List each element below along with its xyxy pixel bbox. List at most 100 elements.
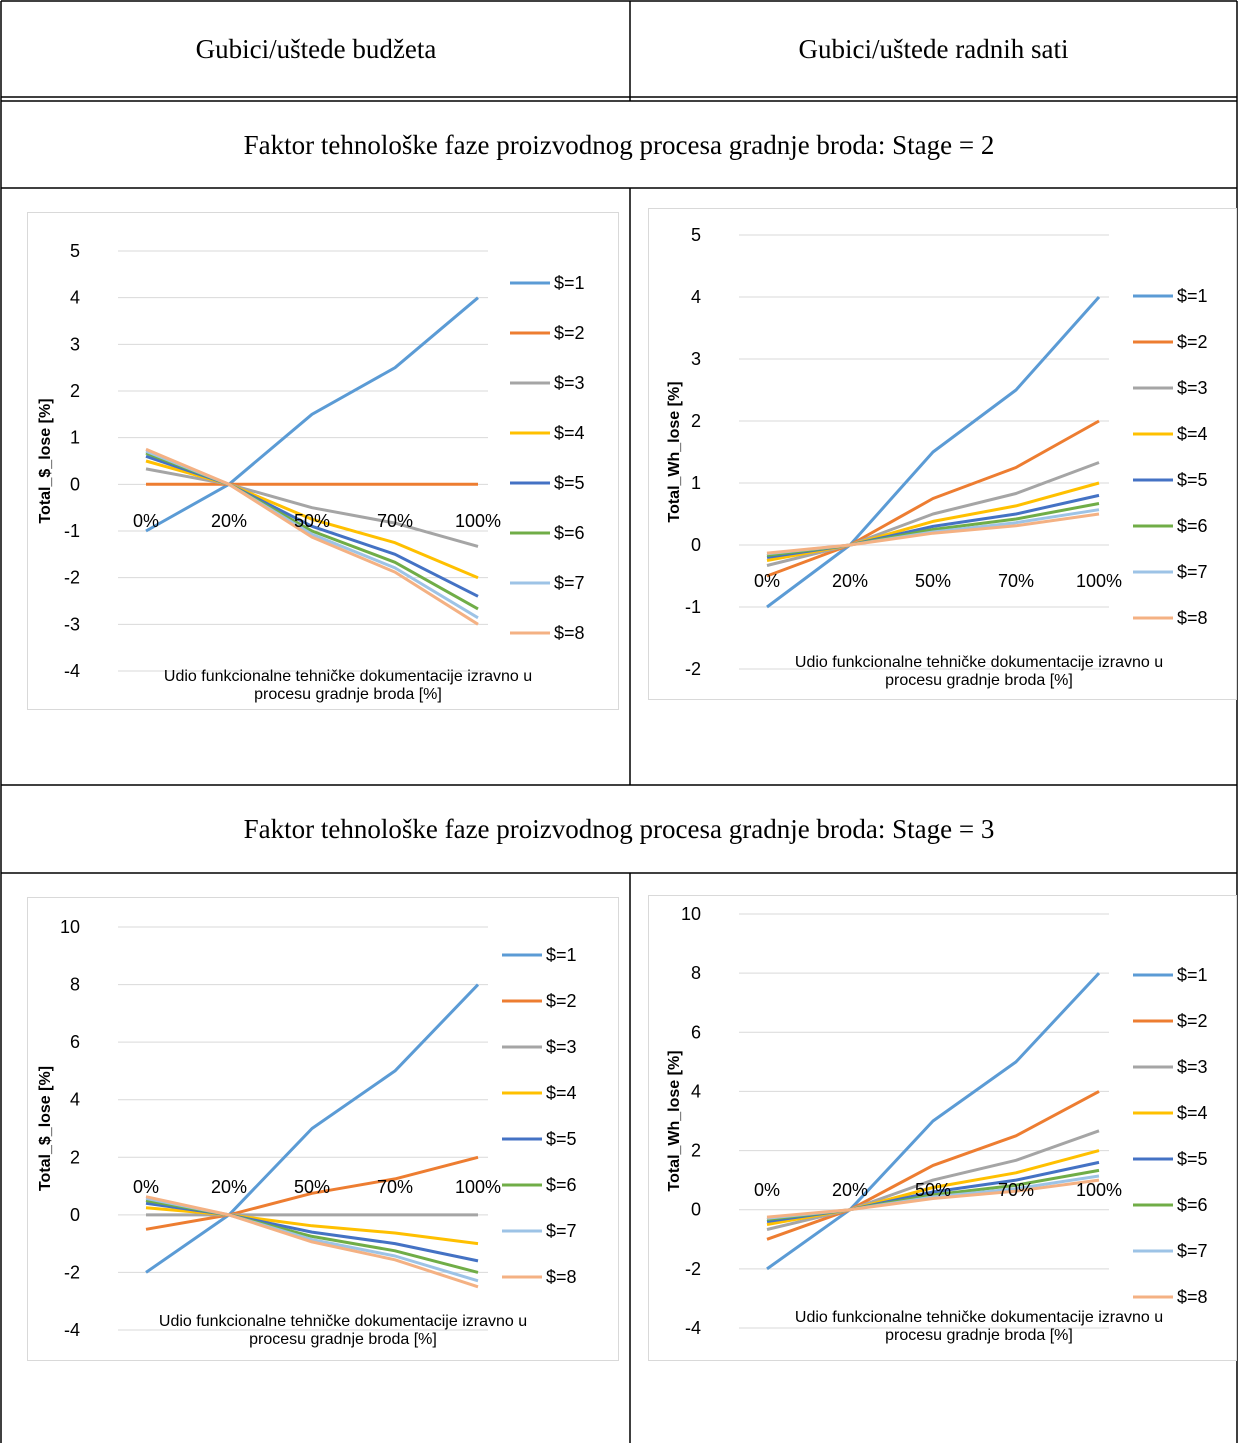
y-tick-label: 0: [70, 1205, 80, 1225]
x-tick-label: 50%: [294, 1177, 330, 1197]
legend-label: $=3: [1177, 1057, 1208, 1077]
y-tick-label: 8: [691, 963, 701, 983]
series-line: [145, 447, 479, 626]
x-tick-label: 20%: [832, 571, 868, 591]
legend-label: $=5: [1177, 1149, 1208, 1169]
x-axis-title-line1: Udio funkcionalne tehničke dokumentacije…: [164, 668, 532, 685]
y-tick-label: 10: [681, 904, 701, 924]
legend-label: $=6: [1177, 1195, 1208, 1215]
y-axis-title: Total_Wh_lose [%]: [666, 1050, 683, 1191]
x-axis-title-line2: procesu gradnje broda [%]: [254, 686, 442, 703]
y-tick-label: 3: [691, 349, 701, 369]
x-tick-label: 100%: [1076, 1180, 1122, 1200]
column-header-work-hours: Gubici/uštede radnih sati: [798, 34, 1069, 64]
legend-label: $=8: [1177, 608, 1208, 628]
legend-label: $=6: [1177, 516, 1208, 536]
column-header-budget: Gubici/uštede budžeta: [195, 34, 437, 64]
y-tick-label: -4: [64, 1320, 80, 1340]
y-axis-title: Total_$_lose [%]: [37, 1066, 54, 1191]
series-line: [145, 296, 479, 533]
legend-label: $=7: [546, 1221, 577, 1241]
legend-label: $=8: [1177, 1287, 1208, 1307]
stage3-title: Faktor tehnološke faze proizvodnog proce…: [243, 814, 995, 844]
chart-svg: 5 4 3 2 1 0 -1 -2 -3 -4 Total_$_lose [%] 0% 20% 50% 70…: [37, 241, 585, 703]
legend-label: $=8: [554, 623, 585, 643]
x-tick-label: 50%: [915, 1180, 951, 1200]
y-axis-title: Total_Wh_lose [%]: [666, 381, 683, 522]
stage2-title: Faktor tehnološke faze proizvodnog proce…: [243, 129, 995, 160]
y-tick-label: 0: [70, 474, 80, 494]
series-line: [145, 467, 479, 548]
series-line: [145, 1195, 479, 1289]
y-tick-label: 5: [70, 241, 80, 261]
y-tick-label: -2: [685, 1259, 701, 1279]
y-tick-label: -4: [64, 661, 80, 681]
legend-label: $=7: [1177, 1241, 1208, 1261]
y-tick-label: 2: [70, 381, 80, 401]
x-axis-title-line2: procesu gradnje broda [%]: [885, 1327, 1073, 1344]
series-line: [766, 972, 1101, 1271]
series-line: [145, 1155, 479, 1231]
legend-label: $=8: [546, 1267, 577, 1287]
y-tick-label: 0: [691, 535, 701, 555]
chart-stage3-work-hours: 10 8 6 4 2 0 -2 -4 Total_Wh_lose [%] 0% 20% 50% 70% 1…: [648, 895, 1237, 1361]
series-line: [766, 1090, 1100, 1241]
legend-label: $=3: [1177, 378, 1208, 398]
y-tick-label: 3: [70, 334, 80, 354]
y-tick-label: -1: [64, 521, 80, 541]
y-tick-label: 2: [691, 1141, 701, 1161]
legend-label: $=7: [1177, 562, 1208, 582]
chart-svg: 10 8 6 4 2 0 -2 -4 Total_$_lose [%] 0% 20% 50% 70% 10…: [37, 917, 577, 1348]
x-tick-label: 100%: [455, 1177, 501, 1197]
legend-label: $=4: [1177, 424, 1208, 444]
x-tick-label: 20%: [211, 511, 247, 531]
legend-label: $=1: [554, 273, 585, 293]
x-tick-label: 70%: [377, 1177, 413, 1197]
legend-label: $=5: [1177, 470, 1208, 490]
legend-label: $=3: [546, 1037, 577, 1057]
y-tick-label: -3: [64, 614, 80, 634]
y-tick-label: 4: [691, 287, 701, 307]
y-tick-label: 10: [60, 917, 80, 937]
y-tick-label: -4: [685, 1318, 701, 1338]
x-tick-label: 100%: [1076, 571, 1122, 591]
legend-label: $=5: [554, 473, 585, 493]
x-axis-title-line1: Udio funkcionalne tehničke dokumentacije…: [159, 1313, 527, 1330]
y-tick-label: 8: [70, 975, 80, 995]
legend-label: $=1: [1177, 286, 1208, 306]
y-axis-title: Total_$_lose [%]: [37, 398, 54, 523]
series-line: [145, 983, 480, 1274]
legend-label: $=6: [546, 1175, 577, 1195]
y-tick-label: 4: [70, 1090, 80, 1110]
y-tick-label: 0: [691, 1200, 701, 1220]
y-tick-label: -2: [64, 568, 80, 588]
x-tick-label: 70%: [998, 1180, 1034, 1200]
chart-svg: 10 8 6 4 2 0 -2 -4 Total_Wh_lose [%] 0% 20% 50% 70% 1…: [666, 904, 1208, 1344]
chart-stage2-work-hours: 5 4 3 2 1 0 -1 -2 Total_Wh_lose [%] 0% 20% 50% 70% 10…: [648, 208, 1237, 700]
legend-label: $=4: [546, 1083, 577, 1103]
series-line: [766, 1129, 1100, 1231]
y-tick-label: 1: [691, 473, 701, 493]
x-tick-label: 0%: [754, 571, 780, 591]
series-line: [766, 419, 1100, 578]
y-tick-label: 2: [691, 411, 701, 431]
x-tick-label: 20%: [211, 1177, 247, 1197]
legend-label: $=6: [554, 523, 585, 543]
y-tick-label: 4: [70, 288, 80, 308]
chart-stage3-budget: 10 8 6 4 2 0 -2 -4 Total_$_lose [%] 0% 20% 50% 70% 10…: [27, 897, 619, 1361]
y-tick-label: 6: [691, 1022, 701, 1042]
y-tick-label: -1: [685, 597, 701, 617]
y-tick-label: 2: [70, 1147, 80, 1167]
x-tick-label: 0%: [754, 1180, 780, 1200]
legend-label: $=4: [554, 423, 585, 443]
x-tick-label: 50%: [915, 571, 951, 591]
series-line: [766, 1178, 1100, 1219]
x-tick-label: 100%: [455, 511, 501, 531]
x-axis-title-line1: Udio funkcionalne tehničke dokumentacije…: [795, 1309, 1163, 1326]
series-line: [766, 461, 1100, 567]
legend-label: $=7: [554, 573, 585, 593]
chart-svg: 5 4 3 2 1 0 -1 -2 Total_Wh_lose [%] 0% 20% 50% 70% 10…: [666, 225, 1208, 689]
legend-label: $=2: [1177, 1011, 1208, 1031]
